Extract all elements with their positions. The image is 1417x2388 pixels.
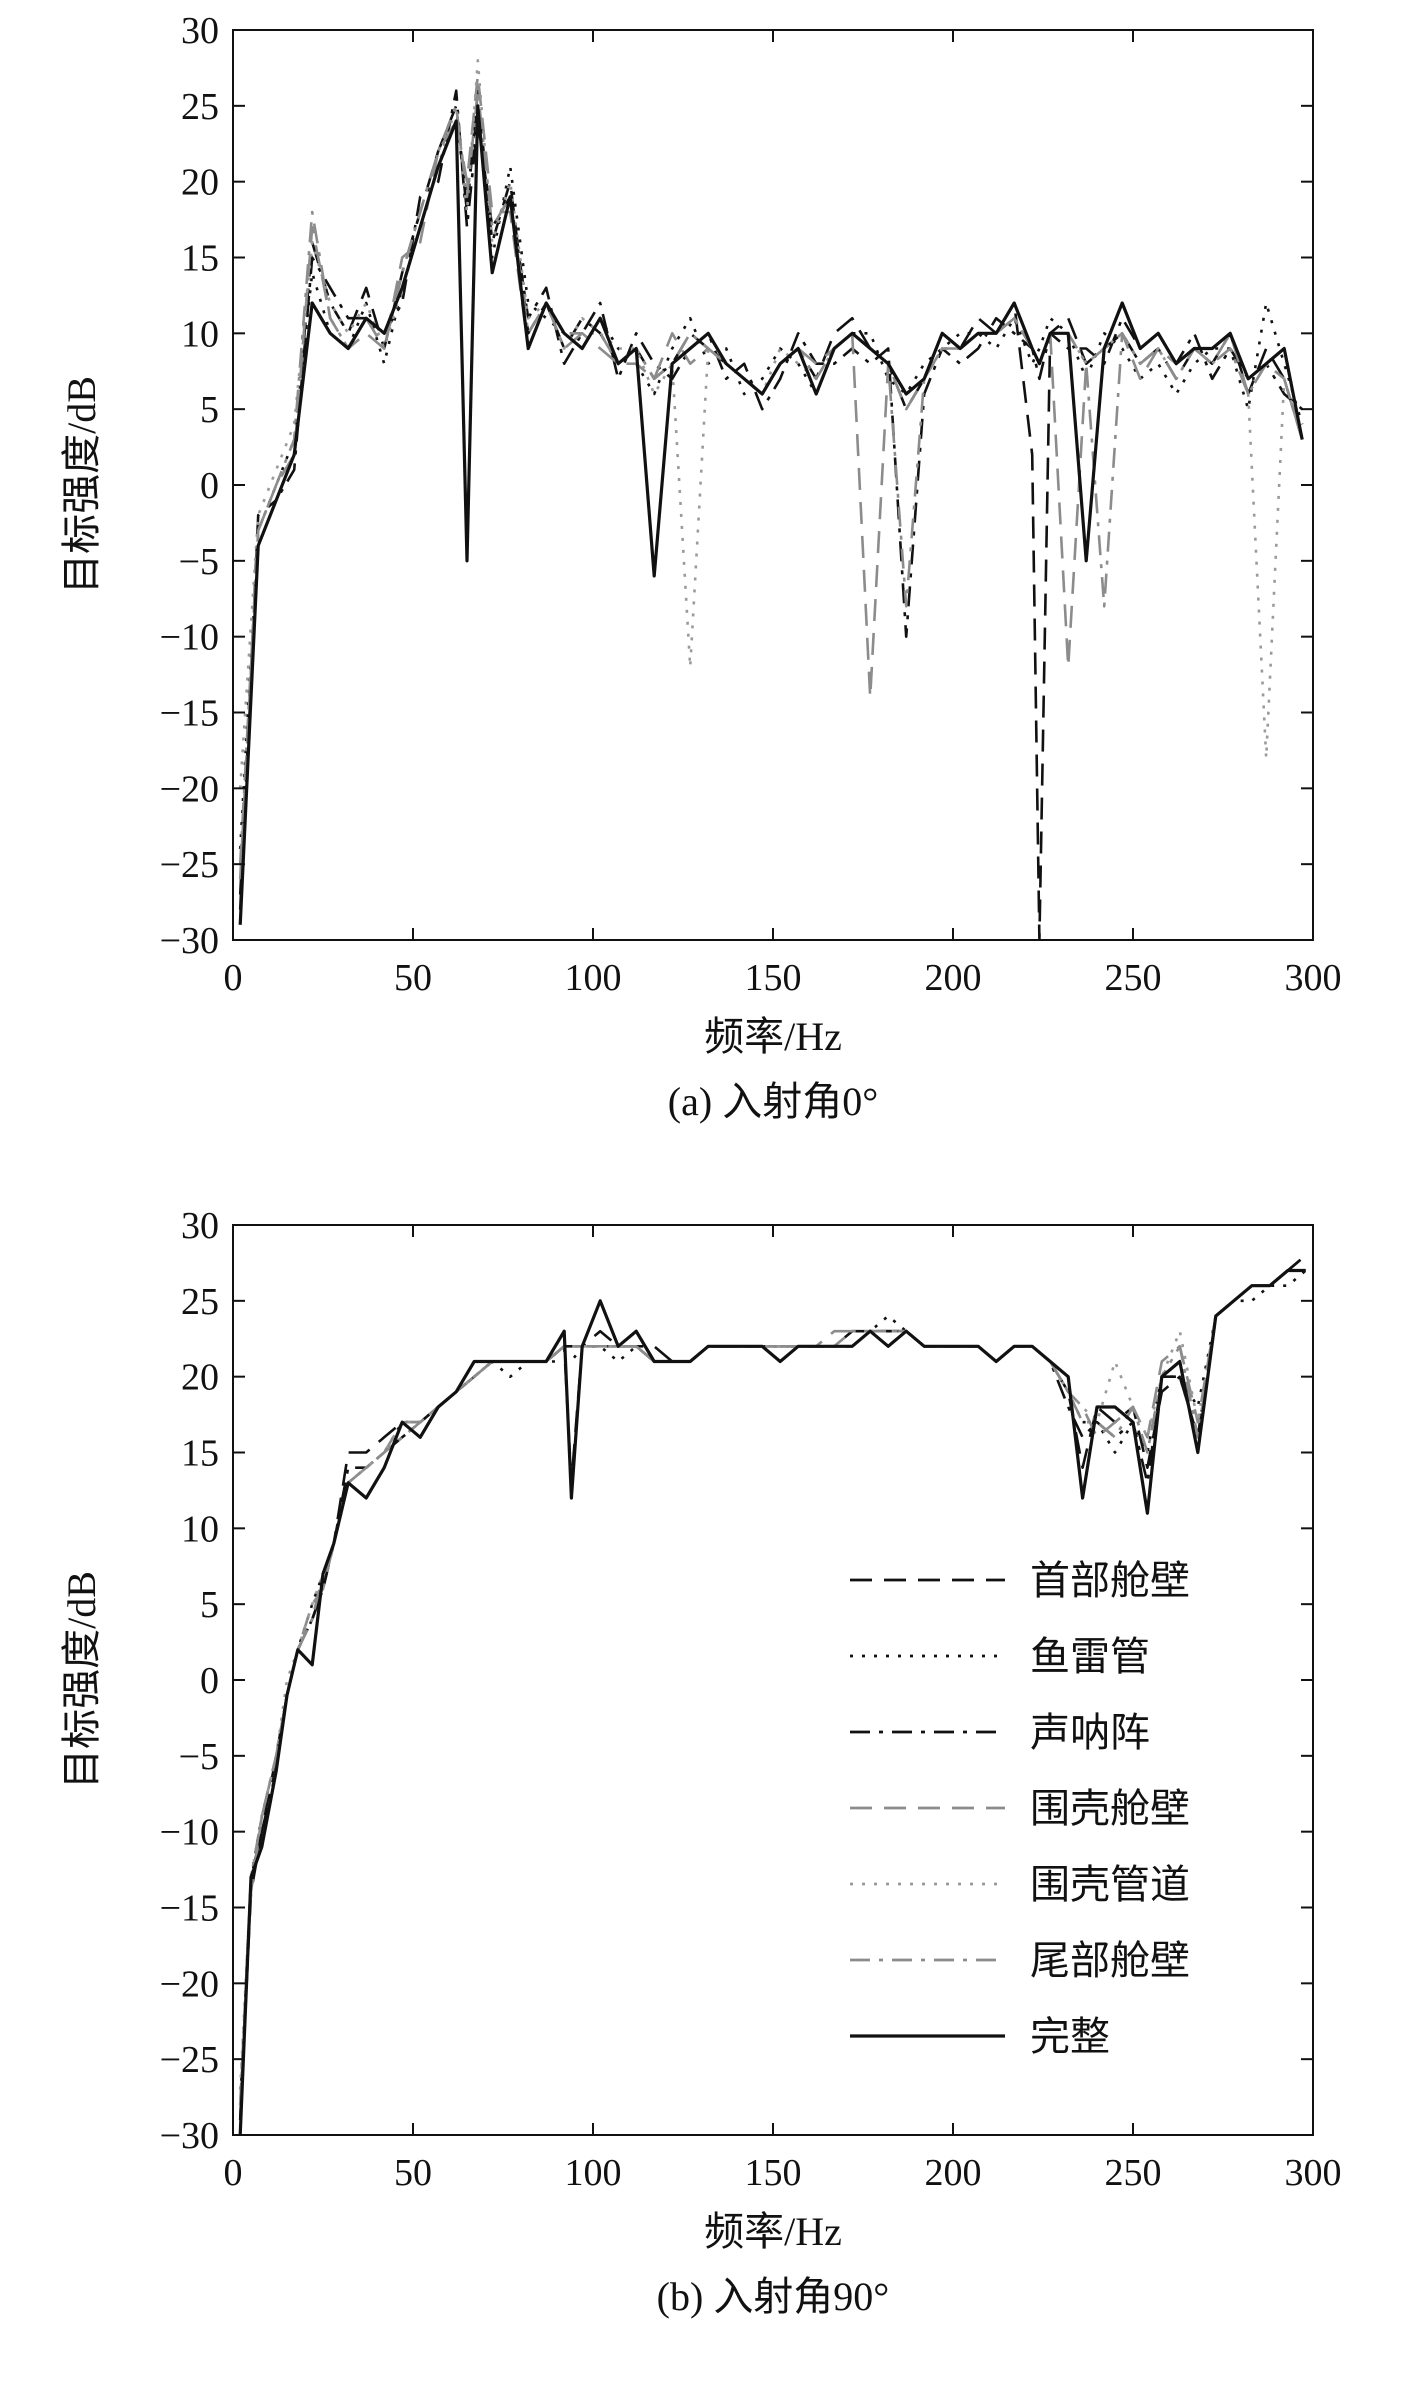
y-tick-label-9: 15 xyxy=(181,238,219,280)
y-tick-label-5: −5 xyxy=(179,541,219,583)
legend-label-4: 围壳管道 xyxy=(1030,1862,1190,1907)
chart-caption: (a) 入射角0° xyxy=(668,1079,878,1124)
legend-label-6: 完整 xyxy=(1030,2014,1110,2059)
series-group xyxy=(238,1254,1307,2135)
y-tick-label-9: 15 xyxy=(181,1433,219,1475)
y-tick-label-0: −30 xyxy=(160,2115,219,2157)
series-line-4 xyxy=(238,1269,1306,2090)
x-tick-label-2: 100 xyxy=(565,2152,622,2194)
y-tick-label-4: −10 xyxy=(160,1812,219,1854)
series-line-5 xyxy=(238,89,1304,865)
y-tick-label-2: −20 xyxy=(160,1963,219,2005)
y-tick-label-6: 0 xyxy=(200,1660,219,1702)
x-tick-label-5: 250 xyxy=(1105,2152,1162,2194)
series-line-6 xyxy=(238,104,1304,925)
y-tick-label-7: 5 xyxy=(200,389,219,431)
y-tick-label-7: 5 xyxy=(200,1584,219,1626)
series-line-2 xyxy=(238,89,1304,895)
y-tick-label-8: 10 xyxy=(181,1508,219,1550)
y-tick-label-0: −30 xyxy=(160,920,219,962)
x-tick-label-3: 150 xyxy=(745,957,802,999)
chart-caption: (b) 入射角90° xyxy=(657,2274,890,2319)
y-tick-label-4: −10 xyxy=(160,617,219,659)
x-tick-label-4: 200 xyxy=(925,2152,982,2194)
x-axis-label: 频率/Hz xyxy=(704,1014,842,1059)
chart-panel-a: 0 50 100 150 200 250 300 −30 −25 −20 −15 −10 −5 0 5 10 1… xyxy=(0,0,1417,1190)
series-line-1 xyxy=(238,104,1304,850)
x-tick-label-6: 300 xyxy=(1285,2152,1342,2194)
legend-label-0: 首部舱壁 xyxy=(1030,1558,1190,1603)
chart-a-svg: 0 50 100 150 200 250 300 −30 −25 −20 −15 −10 −5 0 5 10 1… xyxy=(59,10,1342,1124)
x-tick-label-0: 0 xyxy=(224,2152,243,2194)
chart-panel-b: 0 50 100 150 200 250 300 −30 −25 −20 −15 −10 −5 0 5 10 1… xyxy=(0,1195,1417,2385)
legend-label-2: 声呐阵 xyxy=(1030,1710,1150,1755)
y-tick-label-10: 20 xyxy=(181,162,219,204)
series-line-2 xyxy=(238,1254,1307,2120)
x-tick-label-6: 300 xyxy=(1285,957,1342,999)
y-tick-label-2: −20 xyxy=(160,768,219,810)
y-tick-label-8: 10 xyxy=(181,313,219,355)
x-axis-label: 频率/Hz xyxy=(704,2209,842,2254)
y-tick-label-10: 20 xyxy=(181,1357,219,1399)
y-tick-label-12: 30 xyxy=(181,1205,219,1247)
plot-frame xyxy=(232,29,1314,941)
series-line-0 xyxy=(238,89,1304,940)
legend-label-5: 尾部舱壁 xyxy=(1030,1938,1190,1983)
x-tick-label-4: 200 xyxy=(925,957,982,999)
y-tick-label-3: −15 xyxy=(160,1888,219,1930)
plot-frame xyxy=(232,1224,1314,2136)
y-tick-label-1: −25 xyxy=(160,844,219,886)
series-line-0 xyxy=(238,1254,1307,2120)
legend-label-3: 围壳舱壁 xyxy=(1030,1786,1190,1831)
series-line-3 xyxy=(238,74,1304,880)
y-tick-label-5: −5 xyxy=(179,1736,219,1778)
legend-label-1: 鱼雷管 xyxy=(1030,1634,1150,1679)
x-tick-label-1: 50 xyxy=(394,2152,432,2194)
x-tick-label-2: 100 xyxy=(565,957,622,999)
y-tick-label-6: 0 xyxy=(200,465,219,507)
series-line-6 xyxy=(238,1268,1306,2135)
x-tick-label-1: 50 xyxy=(394,957,432,999)
x-tick-label-3: 150 xyxy=(745,2152,802,2194)
x-tick-label-5: 250 xyxy=(1105,957,1162,999)
series-line-4 xyxy=(238,58,1304,789)
y-tick-label-3: −15 xyxy=(160,693,219,735)
y-tick-label-11: 25 xyxy=(181,1281,219,1323)
y-axis-label: 目标强度/dB xyxy=(59,376,104,594)
x-tick-label-0: 0 xyxy=(224,957,243,999)
y-tick-label-1: −25 xyxy=(160,2039,219,2081)
series-group xyxy=(238,58,1304,940)
y-tick-label-11: 25 xyxy=(181,86,219,128)
y-axis-label: 目标强度/dB xyxy=(59,1571,104,1789)
chart-b-svg: 0 50 100 150 200 250 300 −30 −25 −20 −15 −10 −5 0 5 10 1… xyxy=(59,1205,1342,2319)
y-tick-label-12: 30 xyxy=(181,10,219,52)
